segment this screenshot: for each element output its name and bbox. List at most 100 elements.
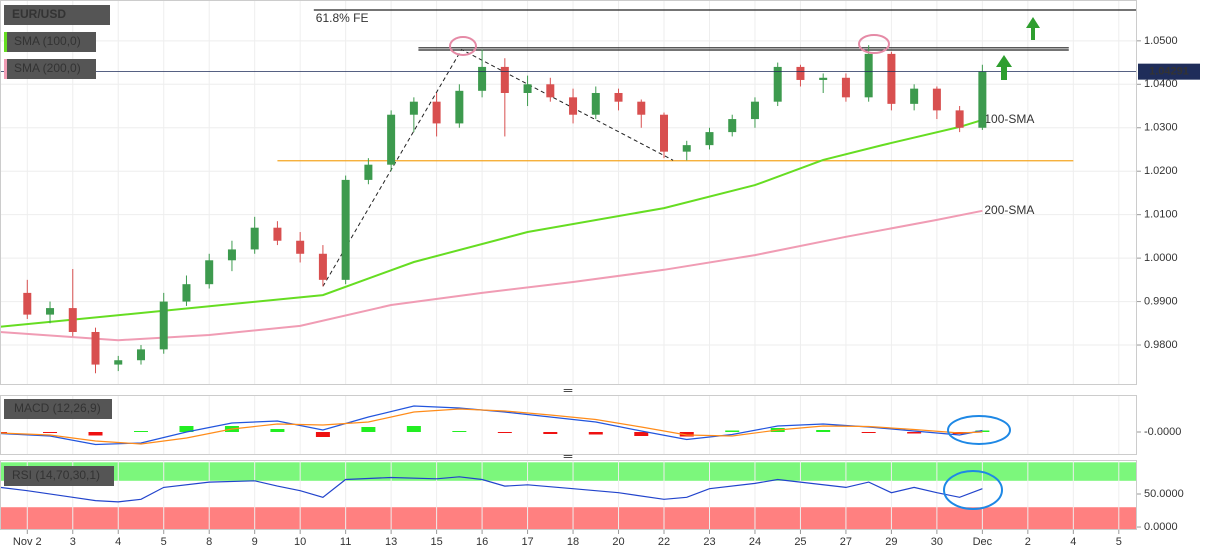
x-tick-label: 4 — [115, 536, 121, 548]
legend-box — [4, 466, 114, 486]
x-tick-label: 22 — [658, 536, 670, 548]
candle-body — [205, 260, 214, 285]
y-tick-label: 1.0000 — [1144, 252, 1178, 264]
histogram-bar — [0, 432, 7, 433]
x-tick-label: 10 — [294, 536, 306, 548]
candle-body — [387, 114, 396, 165]
last-price-label: 1.04291 — [1149, 66, 1189, 78]
candle-body — [864, 53, 873, 98]
x-tick-label: 5 — [1116, 536, 1122, 548]
candle-body — [841, 77, 850, 98]
x-tick-label: 8 — [206, 536, 212, 548]
highlight-circle — [449, 36, 477, 56]
panel-frame — [0, 395, 1137, 455]
histogram-bar — [133, 431, 148, 432]
band — [0, 462, 1137, 481]
panel-title: MACD (12,26,9) — [14, 401, 101, 415]
candle-body — [296, 240, 305, 254]
candle-body — [614, 92, 623, 102]
x-tick-label: 17 — [521, 536, 533, 548]
legend-box — [4, 5, 110, 25]
histogram-bar — [588, 432, 603, 435]
macd-line — [0, 405, 983, 446]
candle-body — [819, 77, 828, 80]
x-tick-label: 20 — [612, 536, 624, 548]
candle-body — [546, 84, 555, 98]
highlight-circle — [947, 415, 1011, 445]
legend-swatch — [4, 32, 7, 52]
candle-body — [23, 292, 32, 315]
candle-body — [227, 249, 236, 261]
panel-frame — [0, 460, 1137, 530]
histogram-bar — [406, 426, 421, 432]
y-tick-label: 50.0000 — [1144, 488, 1184, 500]
histogram-bar — [816, 430, 831, 432]
histogram-bar — [361, 427, 376, 432]
band — [0, 507, 1137, 530]
candle-body — [705, 132, 714, 146]
candle-body — [523, 84, 532, 93]
x-tick-label: 4 — [1070, 536, 1076, 548]
candle-body — [500, 66, 509, 93]
y-tick-label: 1.0400 — [1144, 78, 1178, 90]
candle-body — [364, 164, 373, 180]
candle-body — [46, 308, 55, 315]
candle-body — [273, 227, 282, 241]
x-tick-label: 13 — [385, 536, 397, 548]
candle-body — [136, 349, 145, 361]
highlight-circle — [943, 470, 1003, 510]
candle-body — [432, 101, 441, 124]
y-tick-label: 1.0100 — [1144, 209, 1178, 221]
legend-box — [4, 399, 112, 419]
candle-body — [728, 119, 737, 133]
candle-body — [591, 92, 600, 115]
histogram-bar — [43, 432, 58, 433]
histogram-bar — [315, 432, 330, 437]
histogram-bar — [634, 432, 649, 436]
candle-body — [955, 110, 964, 128]
candle-body — [910, 88, 919, 104]
candle-body — [91, 331, 100, 365]
histogram-bar — [543, 432, 558, 434]
panel-divider[interactable]: ═ — [563, 383, 573, 397]
x-tick-label: 24 — [749, 536, 761, 548]
x-tick-label: 23 — [703, 536, 715, 548]
x-tick-label: 3 — [70, 536, 76, 548]
y-tick-label: -0.0000 — [1144, 426, 1181, 438]
histogram-bar — [975, 430, 990, 432]
y-tick-label: 1.0200 — [1144, 165, 1178, 177]
x-tick-label: Nov 2 — [13, 536, 42, 548]
candle-body — [68, 308, 77, 332]
candle-body — [660, 114, 669, 152]
macd-line — [0, 408, 983, 445]
candle-body — [341, 179, 350, 280]
histogram-bar — [88, 432, 103, 436]
sma-line — [0, 209, 983, 342]
y-tick-label: 1.0500 — [1144, 35, 1178, 47]
histogram-bar — [270, 429, 285, 432]
histogram-bar — [179, 426, 194, 432]
histogram-bar — [907, 432, 922, 434]
x-tick-label: 5 — [161, 536, 167, 548]
panel-frame — [0, 0, 1137, 385]
x-tick-label: 15 — [430, 536, 442, 548]
y-tick-label: 0.9900 — [1144, 295, 1178, 307]
histogram-bar — [679, 432, 694, 437]
legend-label: SMA (100,0) — [14, 34, 81, 48]
x-tick-label: 11 — [340, 536, 351, 548]
legend-label: SMA (200,0) — [14, 61, 81, 75]
candle-body — [159, 301, 168, 350]
histogram-bar — [861, 432, 876, 433]
candle-body — [682, 145, 691, 152]
pattern-line — [322, 48, 674, 287]
chart-title: EUR/USD — [12, 7, 66, 21]
candle-body — [114, 360, 123, 365]
panel: 61.8% FE 100-SMA 200-SMA — [0, 0, 1137, 385]
panel-divider[interactable]: ═ — [563, 449, 573, 463]
arrow-up — [996, 17, 1040, 80]
candle-body — [478, 66, 487, 91]
histogram-bar — [497, 432, 512, 433]
panel — [0, 460, 1137, 530]
